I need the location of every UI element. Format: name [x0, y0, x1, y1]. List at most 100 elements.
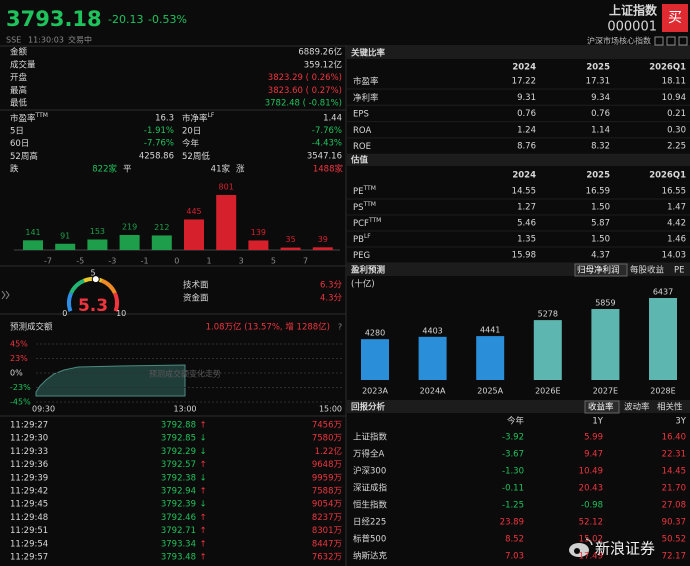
distribution-value: 219 [122, 222, 137, 231]
return-value: 9.47 [584, 450, 603, 460]
gauge-segment [67, 292, 73, 312]
row-label: PETTM [353, 185, 376, 197]
cell-value: 5.46 [517, 219, 536, 229]
return-value: 15.02 [579, 535, 603, 545]
y-tick-label: 45% [10, 340, 28, 349]
chart-watermark: 预测成交额变化走势 [149, 369, 221, 379]
breadth-value: 822家 [92, 164, 117, 175]
metric-label-main: 今年 [182, 138, 200, 149]
cell-value: 9.31 [517, 93, 536, 103]
trade-volume: 9054万 [312, 500, 342, 510]
score-label: 资金面 [183, 293, 209, 304]
buy-button[interactable] [662, 4, 688, 32]
logo-shape [574, 548, 580, 554]
row-label-main: PS [353, 203, 364, 213]
distribution-label: -7 [44, 257, 52, 266]
icon[interactable] [654, 36, 664, 46]
return-value: 8.52 [505, 535, 524, 545]
exchange: SSE [6, 36, 21, 45]
return-value: 22.31 [662, 450, 686, 460]
trade-price: 3793.34 [161, 539, 196, 549]
distribution-value: 801 [219, 183, 234, 192]
cell-value: 0.76 [517, 109, 536, 119]
distribution-bar [280, 247, 301, 250]
row-label-sup: TTM [368, 217, 381, 224]
help-icon: ? [338, 323, 342, 332]
metric-label: 5日 [10, 126, 24, 136]
metric-label-sup: TTM [35, 112, 48, 119]
trade-arrow: ↑ [199, 487, 206, 497]
forecast-bar [418, 336, 447, 380]
trade-arrow: ↑ [199, 526, 206, 536]
trade-arrow: ↓ [199, 434, 206, 444]
tab[interactable]: 收益率 [588, 402, 614, 413]
gauge-marker [91, 275, 100, 284]
icon[interactable] [678, 36, 688, 46]
forecast-bar [649, 298, 677, 380]
trade-price: 3792.71 [161, 526, 196, 536]
quote-value: 3782.48 ( -0.81%) [265, 99, 342, 109]
gauge-scale: 10 [116, 309, 126, 318]
trade-time: 11:29:48 [10, 513, 48, 523]
expand-icon[interactable] [1, 290, 10, 300]
distribution-value: 153 [90, 227, 105, 236]
trade-time: 11:29:51 [10, 526, 48, 536]
cell-value: 8.76 [517, 142, 536, 152]
index-name: 上证指数 [609, 3, 658, 18]
metric-value: -1.91% [144, 126, 174, 136]
forecast-category: 2025A [477, 387, 503, 396]
metric-label-main: 市净率 [182, 113, 208, 124]
distribution-label: 3 [239, 257, 244, 266]
cell-value: 1.46 [667, 235, 686, 245]
change-pct: -0.53% [148, 13, 187, 26]
metric-label-sup: LF [208, 112, 215, 119]
forecast-title: 预测成交额 [10, 322, 53, 333]
cell-value: 18.11 [662, 77, 686, 87]
distribution-bar [23, 240, 43, 250]
metric-label: 今年 [182, 138, 200, 149]
quote-value: 6889.26亿 [298, 47, 342, 58]
tab[interactable]: 每股收益 [630, 265, 665, 276]
trade-volume: 8301万 [312, 526, 342, 536]
metric-value: -4.43% [312, 139, 342, 149]
y-tick-label: -45% [10, 398, 31, 407]
metric-label: 52周低 [182, 150, 210, 161]
tab[interactable]: 波动率 [624, 402, 650, 413]
return-value: 52.12 [579, 518, 603, 528]
trade-time: 11:29:30 [10, 434, 48, 444]
row-label: 恒生指数 [353, 500, 388, 511]
forecast-value: 4441 [480, 326, 500, 335]
trade-time: 11:29:54 [10, 539, 48, 549]
cell-value: 0.76 [591, 109, 610, 119]
cell-value: 4.37 [591, 251, 610, 261]
tab[interactable]: 相关性 [657, 402, 683, 413]
forecast-category: 2028E [650, 387, 675, 396]
x-tick-label: 15:00 [319, 405, 342, 414]
distribution-bar [87, 239, 108, 250]
cell-value: 1.24 [517, 125, 536, 135]
tab[interactable]: 归母净利润 [577, 265, 620, 276]
icon[interactable] [666, 36, 676, 46]
row-label-sup: TTM [363, 201, 376, 208]
metric-label: 20日 [182, 126, 201, 136]
row-label: ROA [353, 125, 371, 135]
trade-arrow: ↑ [199, 513, 206, 523]
metric-value: 3547.16 [307, 151, 342, 161]
cell-value: 14.55 [512, 187, 536, 197]
forecast-value: 4403 [422, 326, 442, 335]
row-label: 纳斯达克 [353, 551, 388, 562]
distribution-bar [55, 243, 76, 250]
forecast-category: 2023A [362, 387, 388, 396]
quote-label: 开盘 [10, 72, 28, 83]
metric-value: 4258.86 [139, 151, 174, 161]
row-label: 上证指数 [353, 432, 388, 443]
metric-label-main: 52周低 [182, 150, 210, 161]
row-label-main: ROA [353, 125, 371, 135]
row-label: 日经225 [353, 517, 386, 528]
return-value: 5.99 [584, 433, 603, 443]
trade-volume: 7456万 [312, 421, 342, 431]
tab[interactable]: PE [674, 266, 685, 276]
section-bar [347, 154, 690, 166]
toolbar-icons[interactable] [654, 36, 688, 46]
distribution-bar [151, 235, 172, 250]
